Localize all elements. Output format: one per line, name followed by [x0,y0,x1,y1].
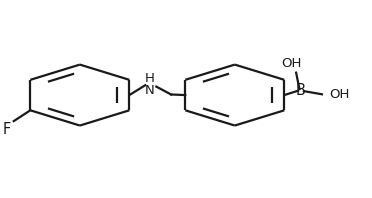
Text: OH: OH [329,88,350,101]
Text: H
N: H N [145,72,155,97]
Text: F: F [3,122,11,137]
Text: OH: OH [281,57,301,70]
Text: B: B [296,83,306,98]
